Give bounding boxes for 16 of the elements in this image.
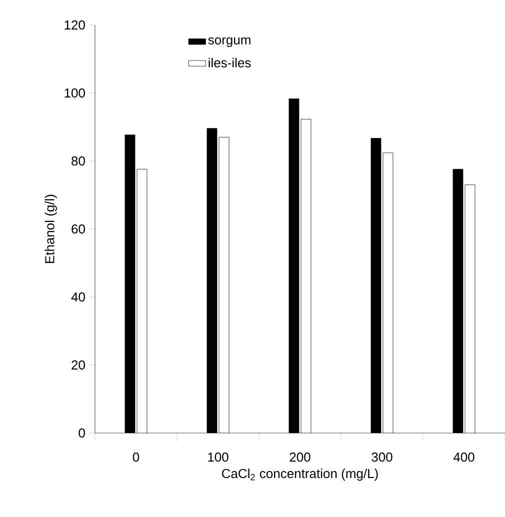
x-tick-label: 400 [453, 452, 474, 462]
x-tick-label: 300 [372, 452, 392, 462]
y-tick-label: 80 [72, 156, 85, 166]
y-tick-label: 60 [72, 224, 85, 234]
x-axis-title: CaCl$_{2}$ concentration (mg/L) [222, 468, 378, 481]
legend-label: sorgum [208, 37, 250, 48]
y-tick-label: 120 [64, 20, 85, 30]
y-tick-label: 100 [64, 88, 85, 98]
y-tick-label: 20 [72, 360, 85, 370]
y-tick-label: 0 [78, 428, 85, 438]
x-tick-label: 200 [290, 452, 310, 462]
y-axis-title: Ethanol (g/l) [44, 194, 57, 263]
y-tick-label: 40 [71, 292, 85, 302]
x-tick-label: 100 [208, 452, 228, 462]
x-tick-label: 0 [132, 452, 140, 462]
legend-label: iles-iles [208, 58, 251, 68]
